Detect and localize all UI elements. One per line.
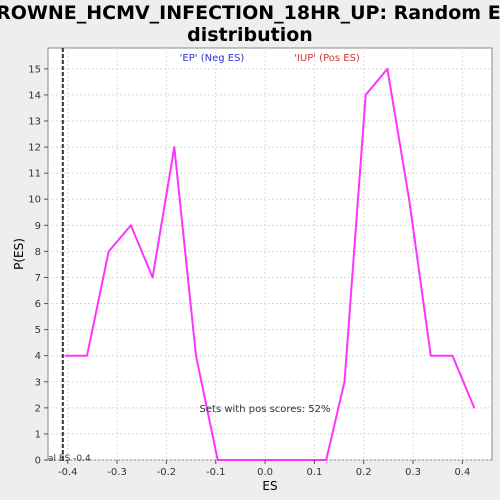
- data-point: [86, 354, 88, 357]
- data-point: [430, 354, 432, 357]
- data-point: [107, 250, 110, 253]
- y-axis-label: P(ES): [12, 238, 26, 270]
- x-axis-label: ES: [262, 479, 277, 493]
- data-point: [386, 68, 389, 70]
- x-tick-label: 0.1: [306, 467, 322, 478]
- series-lines: [64, 67, 476, 461]
- y-tick-label: 11: [28, 169, 41, 180]
- data-point: [260, 459, 262, 461]
- data-point: [364, 94, 367, 96]
- y-tick-label: 9: [35, 221, 41, 232]
- x-tick-label: 0.2: [356, 467, 372, 478]
- grid-lines: [48, 48, 492, 461]
- data-point: [130, 224, 132, 227]
- y-tick-label: 12: [28, 143, 41, 154]
- y-tick-label: 5: [35, 325, 41, 336]
- y-tick-label: 14: [28, 90, 41, 101]
- pos-es-label: 'IUP' (Pos ES): [294, 53, 360, 64]
- x-tick-label: -0.1: [206, 467, 226, 478]
- x-axis-ticks: -0.4 -0.3 -0.2 -0.1 0.0 0.1 0.2 0.3 0.4: [58, 460, 470, 478]
- y-tick-label: 15: [28, 64, 41, 75]
- es-distribution-line: [65, 67, 476, 461]
- y-tick-label: 2: [35, 403, 41, 414]
- y-tick-label: 7: [35, 273, 41, 284]
- data-point: [216, 459, 219, 461]
- x-tick-label: -0.2: [157, 467, 177, 478]
- data-point: [195, 354, 197, 357]
- x-tick-label: -0.3: [107, 467, 127, 478]
- x-tick-label: 0.3: [405, 467, 421, 478]
- y-tick-label: 3: [35, 377, 41, 388]
- data-point: [151, 276, 154, 279]
- data-point: [473, 407, 476, 409]
- data-point: [238, 459, 241, 461]
- y-tick-label: 1: [35, 429, 41, 440]
- y-tick-label: 10: [28, 195, 41, 206]
- actual-es-label: al ES -0.4: [48, 454, 91, 464]
- plot-area: [47, 47, 493, 461]
- data-point: [282, 459, 284, 461]
- y-tick-label: 0: [35, 456, 41, 467]
- data-point: [451, 354, 454, 357]
- data-point: [64, 354, 67, 357]
- y-tick-label: 13: [28, 117, 41, 128]
- neg-es-label: 'EP' (Neg ES): [180, 53, 245, 64]
- x-tick-label: -0.4: [58, 467, 78, 478]
- data-point: [408, 198, 410, 201]
- data-point: [303, 459, 306, 461]
- chart-title-line2: distribution: [187, 24, 313, 46]
- chart-title-line1: BROWNE_HCMV_INFECTION_18HR_UP: Random ES: [0, 2, 500, 24]
- data-point: [343, 380, 346, 383]
- data-point: [173, 146, 176, 148]
- x-tick-label: 0.4: [454, 467, 470, 478]
- y-tick-label: 4: [35, 351, 41, 362]
- y-tick-label: 6: [35, 299, 41, 310]
- x-tick-label: 0.0: [257, 467, 273, 478]
- data-point: [325, 459, 328, 461]
- pos-scores-note: Sets with pos scores: 52%: [200, 404, 331, 415]
- y-tick-label: 8: [35, 247, 41, 258]
